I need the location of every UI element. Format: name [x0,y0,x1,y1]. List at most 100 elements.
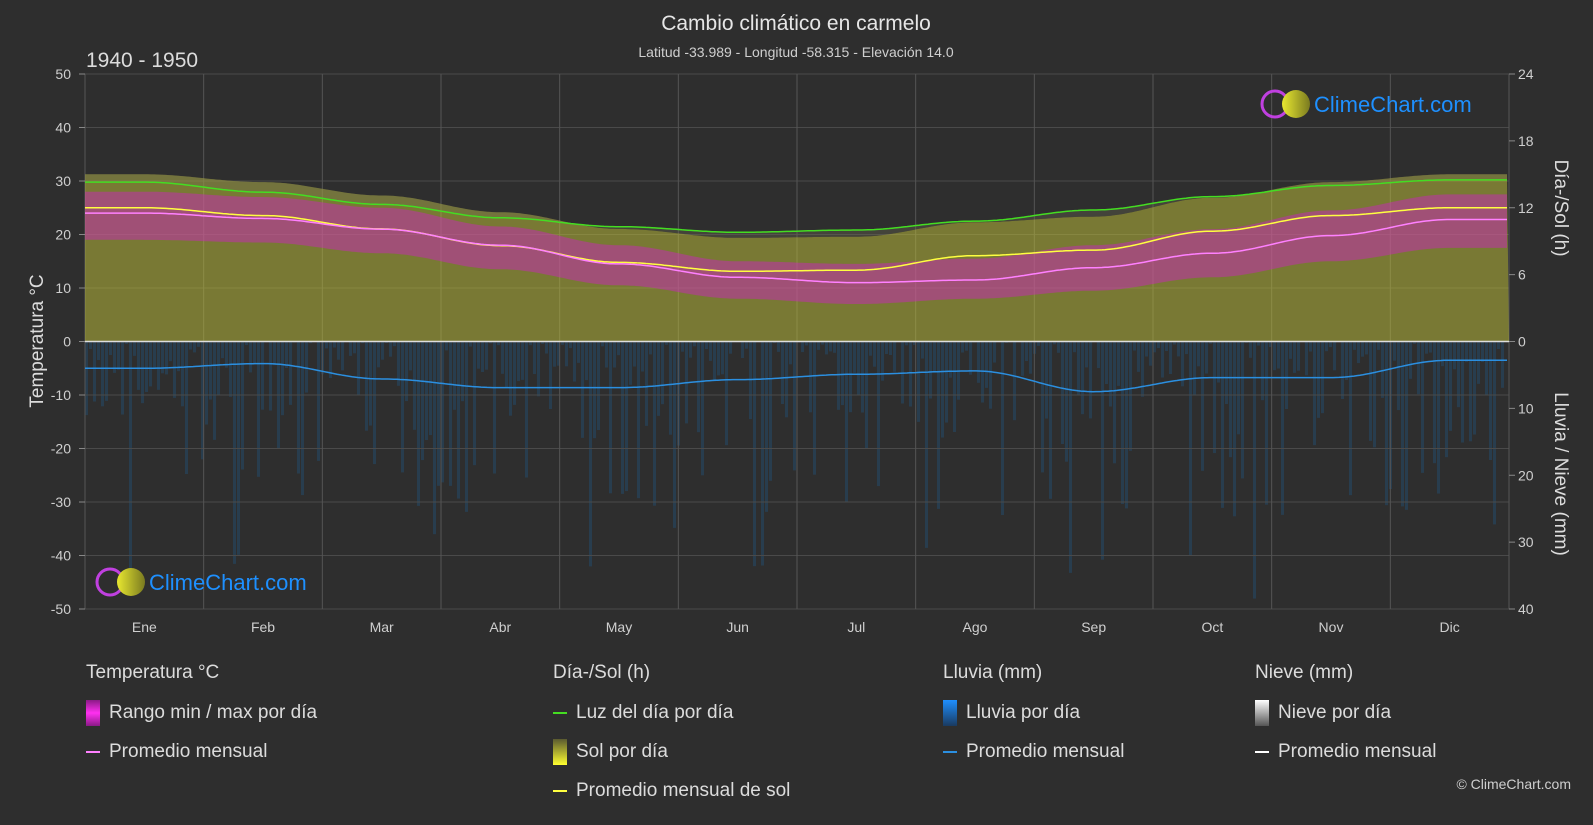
rain-day-bar [1381,341,1384,398]
rain-day-bar [921,341,924,359]
legend-title: Temperatura °C [86,662,220,683]
rain-day-bar [1001,341,1004,515]
rain-day-bar [877,341,880,487]
rain-day-bar [1289,341,1292,359]
y-left-tick-label: 50 [55,66,71,82]
rain-day-bar [489,341,492,344]
rain-day-bar [681,341,684,352]
rain-day-bar [809,341,812,413]
x-tick-label: May [606,619,632,635]
rain-day-bar [1401,341,1404,507]
rain-day-bar [1473,341,1476,435]
brand-logo-top[interactable]: ClimeChart.com [1260,89,1472,119]
rain-day-bar [573,341,576,382]
rain-day-bar [269,341,272,411]
rain-day-bar [1421,341,1424,473]
rain-day-bar [1453,341,1456,370]
rain-day-bar [1441,341,1444,367]
rain-day-bar [933,341,936,373]
y-right-top-tick-label: 18 [1518,133,1534,149]
rain-day-bar [949,341,952,378]
rain-day-bar [1345,341,1348,380]
rain-day-bar [761,341,764,566]
rain-day-bar [461,341,464,402]
rain-day-bar [709,341,712,361]
rain-day-bar [1405,341,1408,510]
rain-day-bar [501,341,504,374]
rain-day-bar [1413,341,1416,344]
legend-label: Lluvia por día [966,702,1081,723]
brand-logo-bottom[interactable]: ClimeChart.com [95,567,307,597]
rain-day-bar [1469,341,1472,442]
y-right-bottom-axis-label: Lluvia / Nieve (mm) [1550,392,1571,556]
rain-day-bar [173,341,176,398]
sunshine-swatch [553,739,567,765]
rain-day-bar [1057,341,1060,353]
logo-text: ClimeChart.com [1314,92,1472,117]
rain-day-bar [1181,341,1184,387]
rain-day-bar [869,341,872,356]
rain-day-bar [717,341,720,376]
rain-day-bar [125,341,128,344]
period-label: 1940 - 1950 [86,49,198,72]
legend-item-temp-range: Rango min / max por día [86,700,317,726]
x-tick-label: Ene [132,619,157,635]
rain-day-bar [609,341,612,494]
rain-day-bar [1109,341,1112,407]
rain-day-bar [1129,341,1132,451]
legend-item-temp-avg: Promedio mensual [86,741,317,763]
y-left-tick-label: 20 [55,227,71,243]
rain-day-bar [453,341,456,410]
rain-day-bar [837,341,840,410]
rain-day-bar [165,341,168,375]
y-left-tick-label: -10 [51,387,71,403]
rain-day-bar [985,341,988,388]
temp-range-band [85,191,1507,304]
rain-day-bar [857,341,860,395]
legend-label: Promedio mensual [1278,741,1437,762]
rain-day-bar [1165,341,1168,351]
rain-day-bar [1041,341,1044,473]
x-tick-label: Oct [1201,619,1223,635]
rain-day-bar [885,341,888,354]
rain-day-bar [581,341,584,438]
rain-day-bar [833,341,836,353]
rain-day-bar [1233,341,1236,517]
rain-day-bar [641,341,644,372]
rain-day-bar [1285,341,1288,409]
legend-temperature: Temperatura °C Rango min / max por día P… [86,662,317,780]
rain-day-bar [713,341,716,382]
rain-day-bar [153,341,156,370]
rain-day-bar [357,341,360,395]
rain-day-bar [777,341,780,352]
rain-day-bar [365,341,368,431]
sunshine-area [85,174,1509,342]
y-right-bottom-tick-label: 30 [1518,534,1534,550]
axes: 50 40 30 20 10 0 -10 -20 -30 -40 -50 24 18 12 6 0 10 20 30… [51,66,1534,635]
rain-day-bar [1445,341,1448,458]
rain-day-bar [629,341,632,385]
rain-day-bar [601,341,604,347]
y-right-bottom-tick-label: 10 [1518,400,1534,416]
legend-item-sunshine-avg: Promedio mensual de sol [553,780,790,802]
legend-title: Nieve (mm) [1255,662,1354,683]
chart-title: Cambio climático en carmelo [661,12,931,35]
x-tick-label: Dic [1440,619,1460,635]
legend-snow: Nieve (mm) Nieve por día Promedio mensua… [1255,662,1436,780]
rain-day-bar [1425,341,1428,354]
rain-day-bar [193,341,196,353]
rain-day-bar [1497,341,1500,349]
rain-day-bar [449,341,452,486]
rain-day-bar [561,341,564,345]
rain-day-bar [645,341,648,426]
rain-day-bar [405,341,408,402]
rain-day-bar [1329,341,1332,348]
rain-day-bar [1037,341,1040,346]
rain-day-bar [569,341,572,349]
rain-day-bar [1325,341,1328,352]
rain-day-bar [333,341,336,348]
rain-day-bar [281,341,284,416]
rain-day-bar [1133,341,1136,351]
rain-day-bar [525,341,528,478]
rain-day-bar [1457,341,1460,408]
